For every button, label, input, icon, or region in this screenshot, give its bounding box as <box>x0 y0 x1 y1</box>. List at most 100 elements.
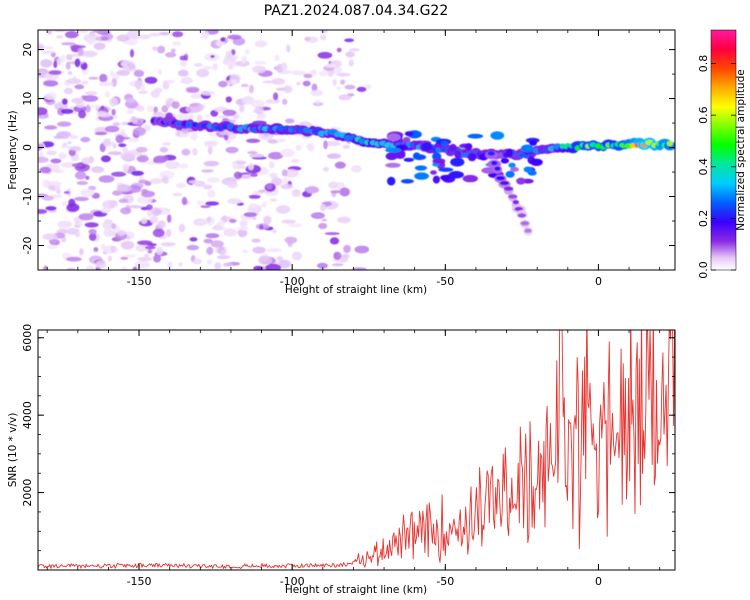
noise-blob <box>109 71 115 77</box>
noise-blob <box>100 155 111 163</box>
noise-blob <box>158 32 171 36</box>
noise-blob <box>111 171 127 177</box>
noise-blob <box>247 151 258 155</box>
noise-blob <box>210 55 215 58</box>
noise-blob <box>186 88 200 93</box>
noise-blob <box>74 58 81 68</box>
noise-blob <box>150 178 163 184</box>
noise-blob <box>342 253 350 259</box>
noise-blob <box>80 136 91 143</box>
noise-blob <box>210 240 224 248</box>
noise-blob <box>156 209 163 214</box>
noise-blob <box>78 213 94 221</box>
noise-blob <box>196 200 204 206</box>
noise-blob <box>317 262 328 269</box>
noise-blob <box>165 229 172 238</box>
y-tick-label: 4000 <box>21 401 34 429</box>
noise-blob <box>167 261 173 268</box>
noise-blob <box>67 141 72 145</box>
noise-blob <box>278 259 291 269</box>
noise-blob <box>216 255 231 260</box>
scatter-blob <box>385 147 401 153</box>
colorbar-tick-label: 0.4 <box>697 158 710 176</box>
noise-blob <box>254 60 267 65</box>
noise-blob <box>153 254 162 263</box>
noise-blob <box>325 63 337 68</box>
noise-blob <box>111 108 116 116</box>
noise-blob <box>46 181 62 187</box>
noise-blob <box>227 65 234 70</box>
noise-blob <box>159 146 169 153</box>
noise-blob <box>46 30 53 35</box>
noise-blob <box>248 194 261 199</box>
noise-blob <box>43 46 55 50</box>
noise-blob <box>120 240 135 250</box>
noise-blob <box>302 80 311 87</box>
noise-blob <box>202 66 213 70</box>
noise-blob <box>115 134 125 144</box>
branch-mark <box>514 206 524 212</box>
noise-blob <box>181 148 191 156</box>
noise-blob <box>333 251 342 261</box>
noise-blob <box>246 138 261 143</box>
noise-blob <box>320 34 327 41</box>
noise-blob <box>61 98 68 105</box>
noise-blob <box>69 45 86 49</box>
scatter-blob <box>440 174 450 181</box>
noise-blob <box>190 132 198 141</box>
noise-blob <box>75 171 87 180</box>
noise-blob <box>104 219 113 224</box>
noise-blob <box>269 172 278 179</box>
noise-blob <box>40 59 53 68</box>
scatter-blob <box>438 167 454 172</box>
scatter-blob <box>414 165 427 171</box>
noise-blob <box>171 101 180 109</box>
noise-blob <box>207 177 220 183</box>
noise-blob <box>205 114 211 119</box>
noise-blob <box>161 105 169 113</box>
noise-blob <box>180 76 193 85</box>
noise-blob <box>276 205 291 214</box>
noise-blob <box>227 34 242 40</box>
spectrogram-x-ticks: -150 -100 -50 0 <box>46 30 661 288</box>
noise-blob <box>100 105 105 110</box>
noise-blob <box>129 49 135 58</box>
noise-blob <box>117 229 126 236</box>
branch-mark <box>512 200 519 205</box>
scatter-blob <box>523 166 533 173</box>
noise-blob <box>349 48 360 52</box>
noise-blob <box>307 143 315 152</box>
noise-blob <box>305 185 319 194</box>
noise-blob <box>354 245 370 254</box>
noise-blob <box>107 255 113 262</box>
noise-blob <box>61 201 67 206</box>
noise-blob <box>151 207 161 217</box>
scatter-blob <box>462 174 478 183</box>
noise-blob <box>98 175 115 183</box>
snr-plot-area <box>38 330 675 570</box>
noise-blob <box>248 153 265 158</box>
noise-blob <box>331 263 344 267</box>
noise-blob <box>121 66 130 70</box>
noise-blob <box>157 220 166 229</box>
noise-blob <box>103 245 119 254</box>
noise-blob <box>165 52 177 58</box>
noise-blob <box>127 137 139 143</box>
noise-blob <box>43 265 48 270</box>
noise-blob <box>56 57 62 66</box>
noise-blob <box>112 143 117 149</box>
noise-blob <box>254 40 268 48</box>
noise-blob <box>178 262 183 267</box>
noise-blob <box>207 189 216 198</box>
noise-blob <box>53 135 63 140</box>
noise-blob <box>235 60 250 67</box>
scatter-blob <box>387 176 396 186</box>
noise-blob <box>280 183 293 190</box>
noise-blob <box>154 87 163 93</box>
noise-blob <box>138 34 151 40</box>
x-tick-label: -50 <box>436 575 454 588</box>
branch-mark <box>495 176 505 181</box>
noise-blob <box>336 216 351 224</box>
noise-blob <box>320 203 327 212</box>
noise-blob <box>68 198 76 207</box>
